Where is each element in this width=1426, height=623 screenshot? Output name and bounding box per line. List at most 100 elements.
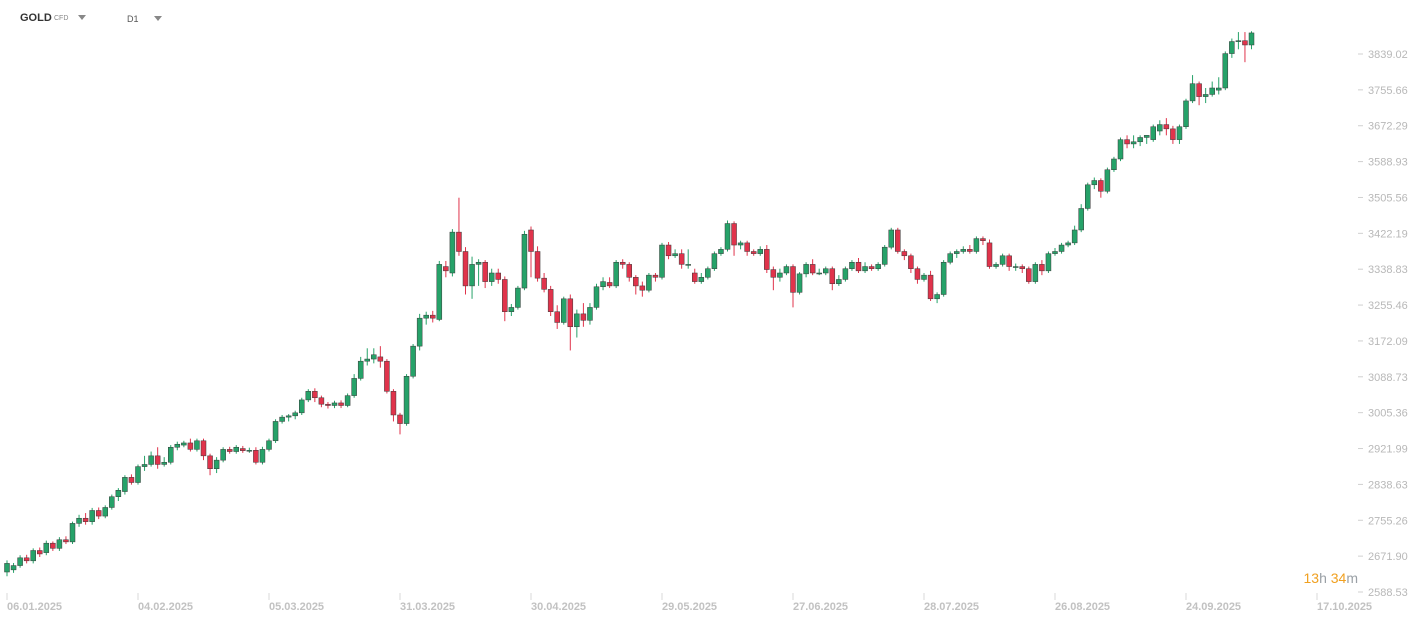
candle-up bbox=[181, 442, 187, 446]
candle-up bbox=[1071, 229, 1078, 244]
candle-up bbox=[89, 510, 95, 522]
candle-down bbox=[1196, 83, 1202, 97]
candle-down bbox=[528, 229, 534, 252]
candle-up bbox=[672, 253, 678, 257]
candle-up bbox=[469, 264, 475, 287]
candle-up bbox=[1091, 180, 1098, 186]
timeframe-selector[interactable]: D1 bbox=[127, 14, 139, 24]
candle-up bbox=[1157, 124, 1163, 132]
candle-down bbox=[895, 229, 901, 252]
candle-down bbox=[580, 313, 587, 321]
candle-up bbox=[285, 415, 292, 418]
candle-up bbox=[213, 459, 220, 470]
candle-up bbox=[259, 449, 266, 463]
candle-up bbox=[1078, 208, 1084, 231]
candle-down bbox=[377, 356, 384, 362]
timeframe-dropdown-icon[interactable] bbox=[154, 16, 162, 21]
candle-up bbox=[521, 234, 528, 289]
candle-down bbox=[443, 266, 449, 272]
candle-up bbox=[718, 249, 724, 254]
candle-up bbox=[410, 345, 416, 377]
candle-down bbox=[1163, 124, 1170, 130]
candle-down bbox=[456, 231, 462, 252]
candle-up bbox=[43, 542, 50, 553]
countdown-minutes: 34 bbox=[1330, 570, 1347, 586]
candle-up bbox=[1052, 251, 1058, 254]
candle-down bbox=[338, 402, 344, 406]
candle-down bbox=[633, 277, 639, 287]
candle-up bbox=[842, 268, 849, 280]
candle-down bbox=[1242, 40, 1248, 46]
candle-up bbox=[416, 317, 423, 347]
candle-up bbox=[305, 391, 312, 401]
candle-down bbox=[82, 517, 89, 522]
candle-up bbox=[344, 395, 351, 406]
candle-down bbox=[764, 249, 770, 270]
candle-up bbox=[233, 446, 239, 452]
candle-down bbox=[325, 403, 331, 406]
candle-up bbox=[475, 261, 482, 265]
candle-down bbox=[639, 285, 646, 291]
candle-up bbox=[561, 298, 567, 323]
candle-down bbox=[541, 277, 547, 290]
candle-up bbox=[76, 517, 82, 524]
candle-down bbox=[318, 397, 325, 405]
candle-up bbox=[515, 287, 521, 308]
candle-up bbox=[488, 272, 495, 282]
candle-down bbox=[809, 264, 816, 274]
candle-up bbox=[999, 255, 1006, 265]
candle-up bbox=[69, 523, 76, 543]
y-tick-label: 3505.56 bbox=[1368, 192, 1408, 204]
symbol-name[interactable]: GOLD bbox=[20, 12, 52, 24]
candle-up bbox=[141, 464, 148, 467]
symbol-dropdown-icon[interactable] bbox=[78, 15, 86, 20]
candle-up bbox=[30, 550, 36, 562]
candle-up bbox=[1143, 135, 1150, 138]
candle-up bbox=[881, 246, 888, 265]
candle-up bbox=[783, 266, 790, 274]
candle-up bbox=[122, 477, 128, 492]
candle-down bbox=[927, 274, 934, 300]
candle-up bbox=[849, 261, 855, 269]
candle-up bbox=[1216, 87, 1222, 91]
candle-down bbox=[908, 255, 914, 269]
y-tick-label: 3338.83 bbox=[1368, 264, 1408, 276]
candle-down bbox=[652, 274, 659, 278]
candle-down bbox=[1006, 255, 1012, 267]
candle-down bbox=[397, 414, 403, 424]
candle-up bbox=[168, 446, 174, 463]
candle-down bbox=[50, 542, 56, 549]
candle-up bbox=[161, 462, 167, 465]
candle-down bbox=[868, 266, 875, 269]
candle-up bbox=[10, 565, 17, 571]
candle-down bbox=[128, 477, 135, 483]
candle-down bbox=[567, 298, 574, 328]
candle-up bbox=[371, 354, 377, 360]
countdown-hours: 13 bbox=[1303, 570, 1320, 586]
candle-up bbox=[757, 249, 763, 254]
candle-down bbox=[154, 455, 161, 465]
candle-up bbox=[1229, 41, 1235, 54]
candle-down bbox=[482, 261, 488, 282]
candle-up bbox=[947, 253, 953, 263]
candle-down bbox=[1170, 128, 1176, 140]
candle-up bbox=[1235, 40, 1242, 42]
candle-down bbox=[200, 440, 207, 457]
x-tick-label: 06.01.2025 bbox=[7, 601, 62, 613]
y-tick-label: 3172.09 bbox=[1368, 336, 1408, 348]
candle-up bbox=[220, 449, 226, 461]
candle-up bbox=[711, 253, 718, 269]
candle-down bbox=[495, 272, 501, 280]
candle-up bbox=[148, 455, 154, 465]
candle-up bbox=[698, 277, 705, 282]
y-tick-label: 3839.02 bbox=[1368, 49, 1408, 61]
x-tick-label: 27.06.2025 bbox=[793, 601, 848, 613]
candle-up bbox=[940, 261, 947, 295]
candle-up bbox=[1111, 158, 1117, 170]
y-tick-label: 2588.53 bbox=[1368, 587, 1408, 599]
y-tick-label: 2671.90 bbox=[1368, 551, 1408, 563]
candle-down bbox=[547, 289, 554, 312]
candle-down bbox=[384, 360, 390, 392]
y-tick-label: 3755.66 bbox=[1368, 85, 1408, 97]
